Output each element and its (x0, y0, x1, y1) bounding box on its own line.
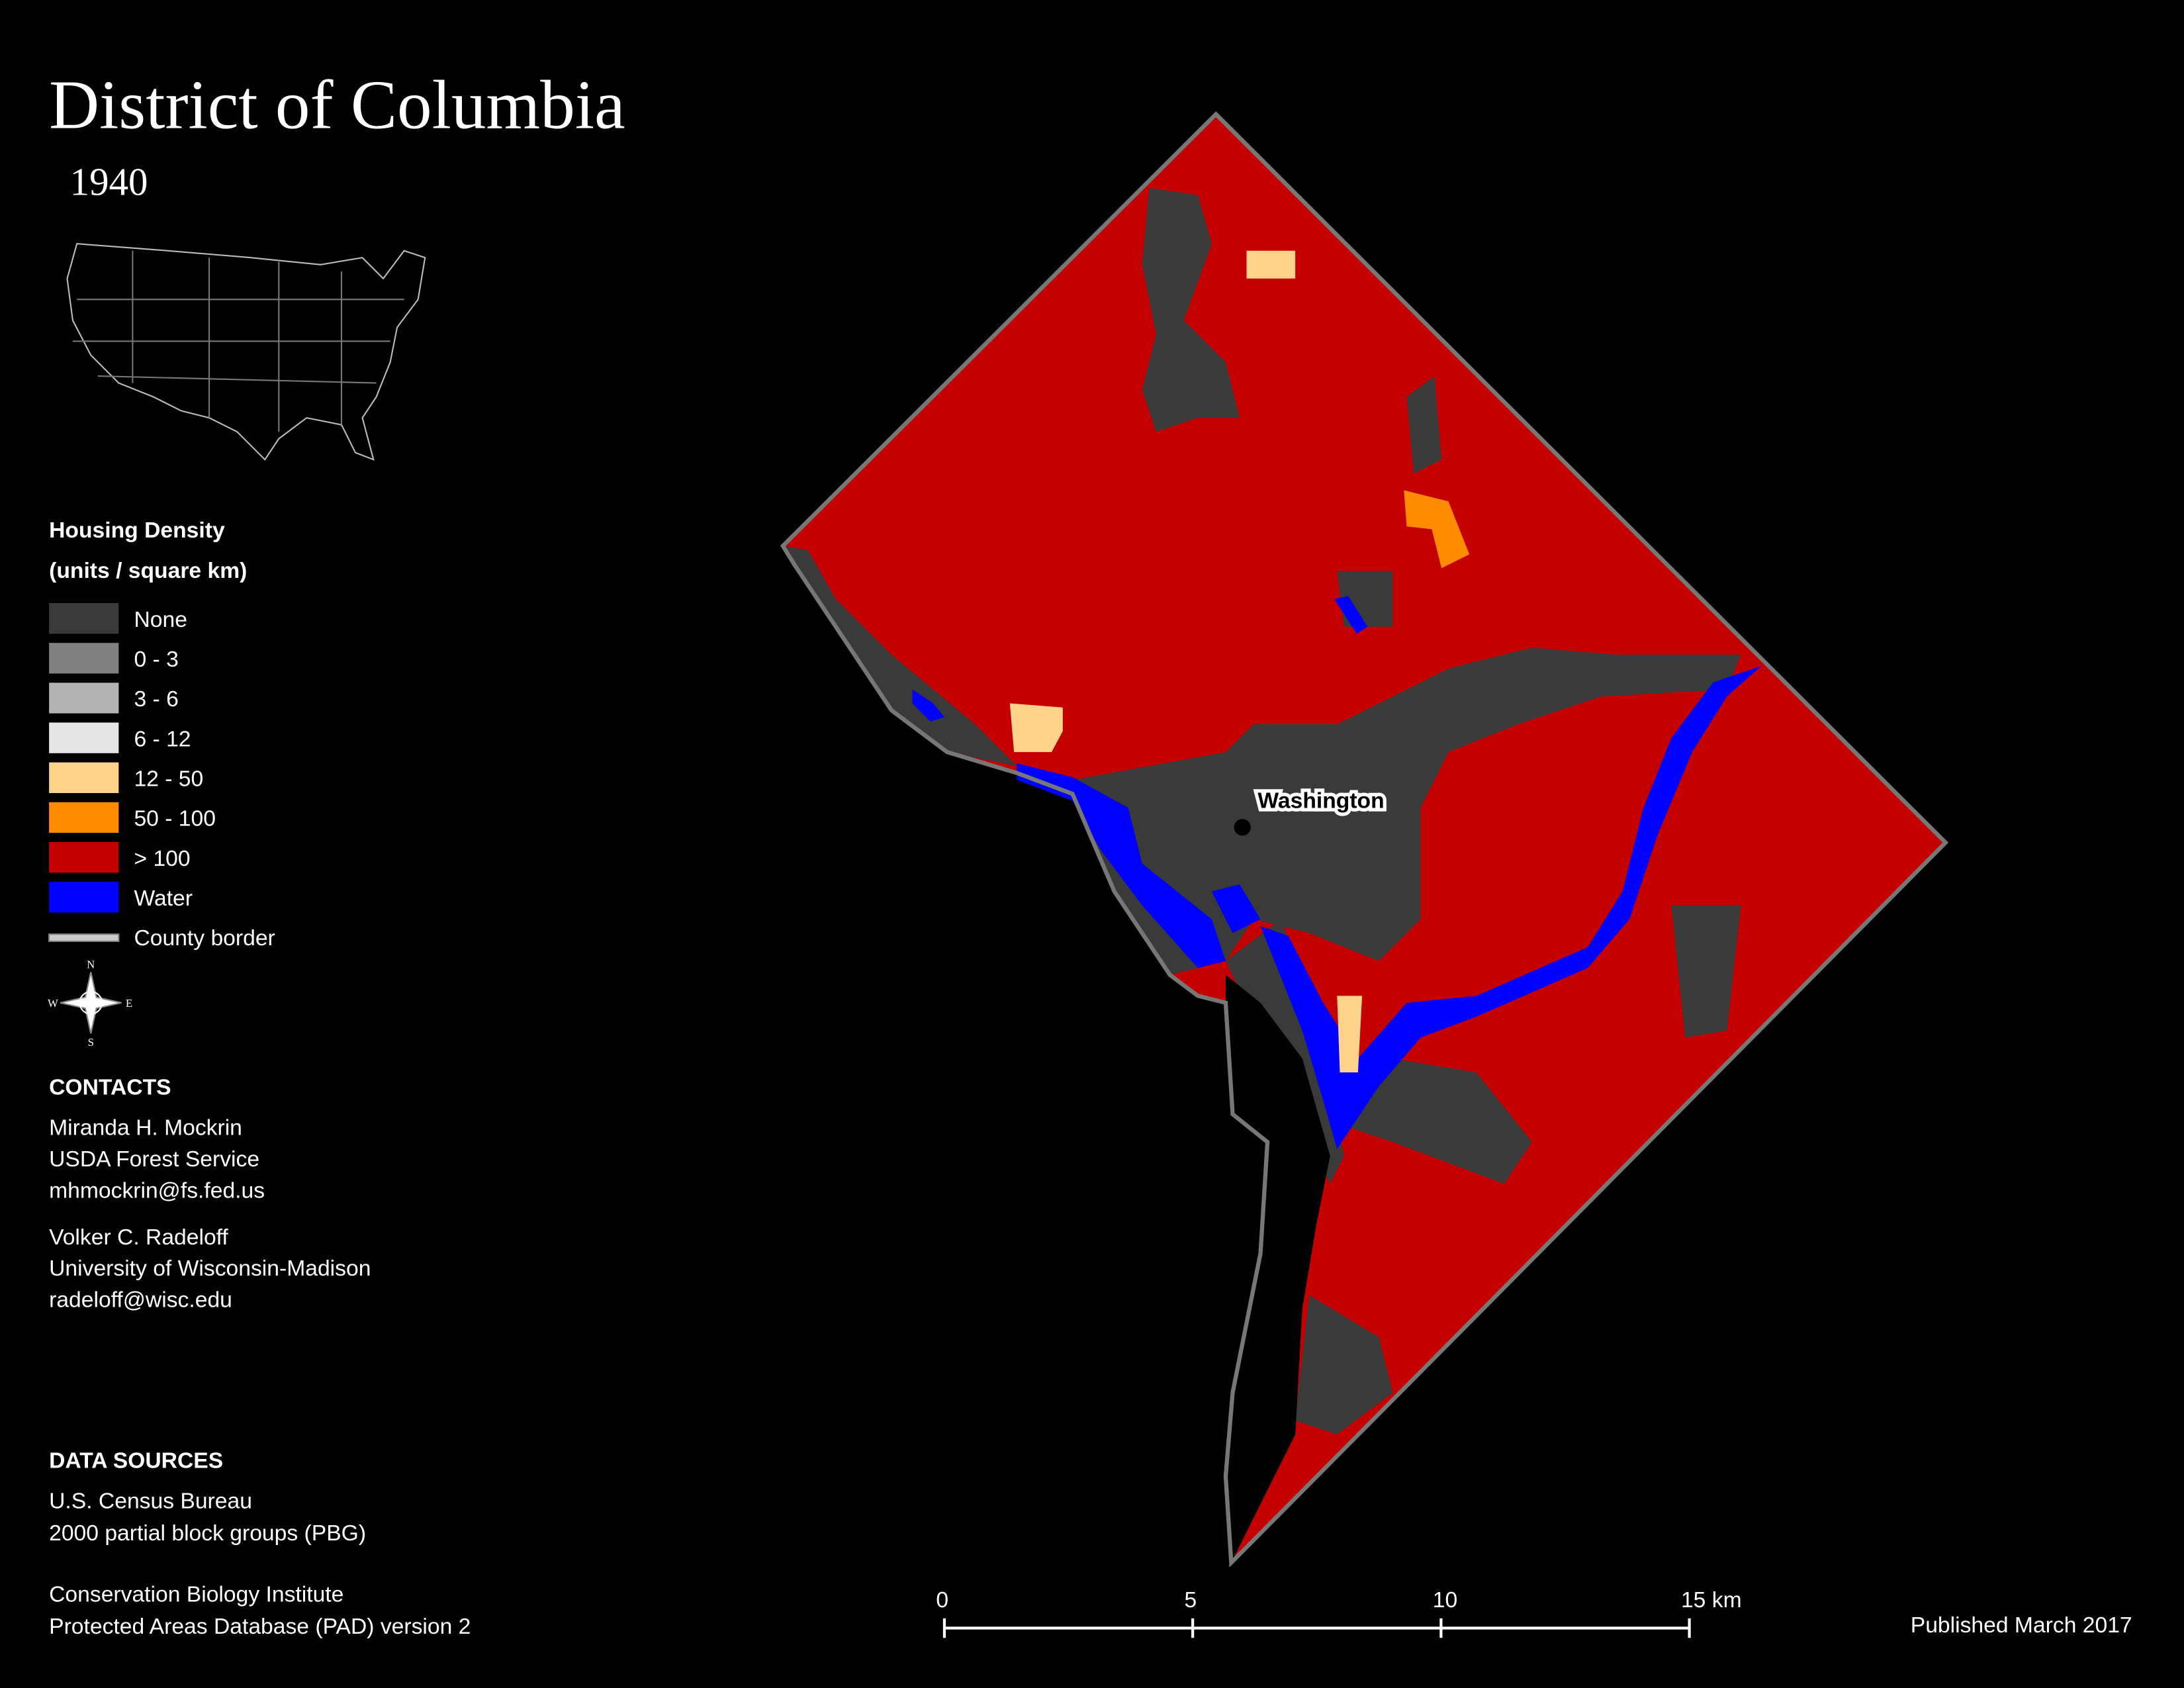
compass: N S E W (48, 958, 132, 1049)
legend-label: 50 - 100 (134, 807, 216, 831)
legend-subtitle: (units / square km) (49, 559, 247, 583)
legend-label: > 100 (134, 847, 190, 871)
legend-label: County border (134, 926, 275, 951)
contact-line: mhmockrin@fs.fed.us (49, 1178, 265, 1203)
scale-label: 15 km (1681, 1588, 1742, 1613)
scale-label: 5 (1185, 1588, 1197, 1613)
legend-swatch (49, 802, 119, 833)
contact-line: University of Wisconsin-Madison (49, 1256, 371, 1281)
legend-swatch (49, 722, 119, 753)
source-line: Protected Areas Database (PAD) version 2 (49, 1615, 471, 1639)
subtitle: 1940 (70, 161, 148, 204)
contacts: Miranda H. Mockrin USDA Forest Service mhm… (49, 1116, 371, 1313)
legend-label: Water (134, 886, 193, 911)
compass-w: W (48, 997, 58, 1009)
compass-e: E (126, 997, 132, 1009)
legend-swatch (49, 842, 119, 873)
legend-label: 3 - 6 (134, 687, 178, 712)
city-label: Washington (1257, 788, 1384, 813)
legend-label: 12 - 50 (134, 767, 203, 791)
city-point (1234, 819, 1251, 836)
published-note: Published March 2017 (1911, 1613, 2132, 1638)
dc-map: Washington (780, 111, 1949, 1568)
compass-s: S (88, 1036, 94, 1049)
contact-line: Miranda H. Mockrin (49, 1116, 242, 1141)
legend-label: None (134, 608, 187, 632)
legend-line (48, 933, 120, 942)
legend-swatch (49, 603, 119, 634)
legend-label: 0 - 3 (134, 647, 178, 672)
title: District of Columbia (49, 66, 625, 144)
low-density-areas (1009, 250, 1470, 1073)
source-line: Conservation Biology Institute (49, 1583, 343, 1607)
data-sources: U.S. Census Bureau 2000 partial block gro… (49, 1489, 471, 1639)
data-sources-title: DATA SOURCES (49, 1449, 223, 1474)
legend-swatch (49, 882, 119, 913)
source-line: U.S. Census Bureau (49, 1489, 252, 1514)
legend-swatch (49, 762, 119, 793)
scale-bar: 0 5 10 15 km (936, 1588, 1742, 1638)
legend-title: Housing Density (49, 518, 225, 543)
scale-label: 10 (1433, 1588, 1457, 1613)
contacts-title: CONTACTS (49, 1076, 171, 1100)
water (912, 596, 1762, 1149)
potomac-lower (1225, 974, 1330, 1563)
legend-label: 6 - 12 (134, 727, 191, 751)
compass-n: N (87, 958, 95, 970)
legend: None 0 - 3 3 - 6 6 - 12 12 - 50 50 - 100 > 100… (48, 603, 275, 951)
scale-label: 0 (936, 1588, 948, 1613)
contact-line: USDA Forest Service (49, 1147, 259, 1172)
contact-line: radeloff@wisc.edu (49, 1288, 232, 1313)
county-border (780, 111, 1949, 1568)
us-inset (66, 243, 426, 461)
legend-swatch (49, 643, 119, 674)
contact-line: Volker C. Radeloff (49, 1225, 228, 1250)
source-line: 2000 partial block groups (PBG) (49, 1521, 366, 1546)
legend-swatch (49, 682, 119, 714)
